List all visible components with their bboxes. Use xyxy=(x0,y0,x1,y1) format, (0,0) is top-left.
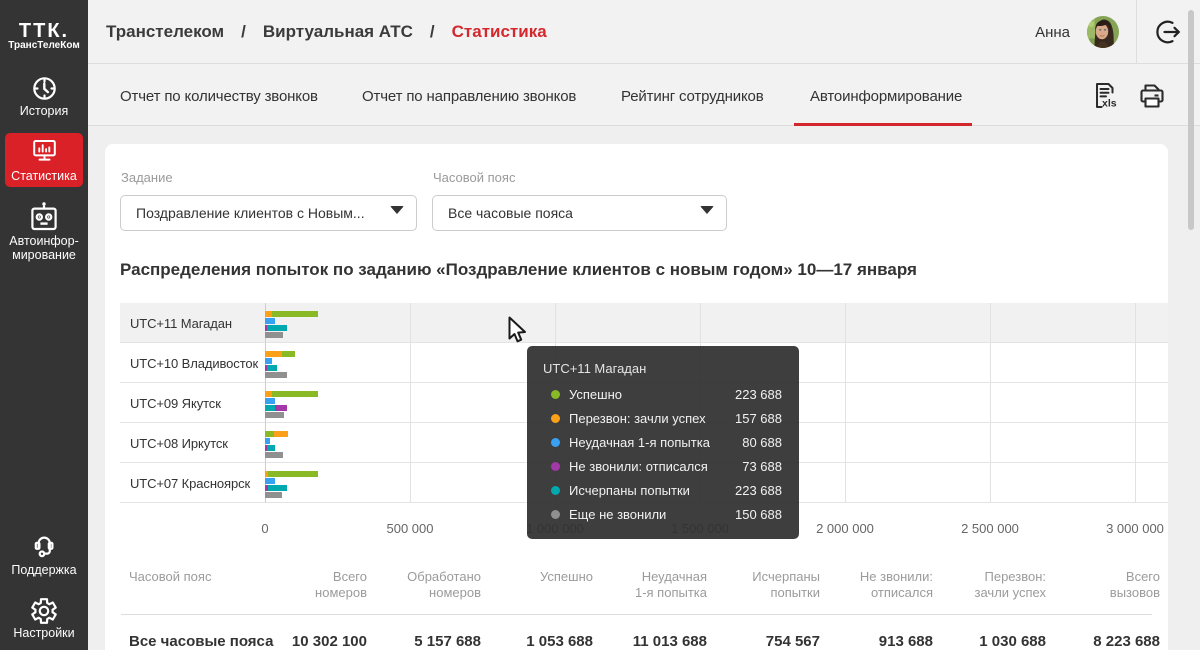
svg-text:xls: xls xyxy=(1102,98,1117,109)
